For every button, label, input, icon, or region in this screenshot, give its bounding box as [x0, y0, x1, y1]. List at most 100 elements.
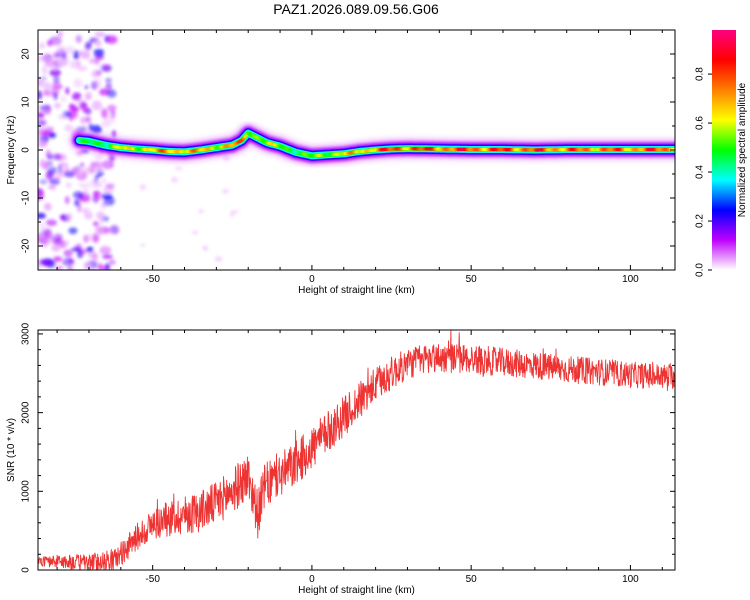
noise-blob — [38, 262, 42, 269]
noise-blob — [39, 42, 46, 50]
noise-blob — [99, 217, 104, 225]
noise-blob — [80, 116, 86, 125]
noise-blob — [101, 108, 108, 119]
noise-blob — [60, 162, 69, 167]
snr-x-tick-label: 100 — [622, 574, 639, 585]
spectrogram-ridge — [68, 122, 675, 167]
noise-blob — [53, 233, 63, 241]
snr-series-line — [38, 330, 675, 570]
noise-blob — [68, 227, 78, 235]
noise-blob — [39, 159, 46, 168]
noise-blob — [79, 162, 85, 168]
noise-blob — [229, 210, 235, 217]
noise-blob — [102, 160, 111, 170]
noise-blob — [38, 212, 46, 219]
noise-blob — [72, 92, 82, 101]
noise-blob — [86, 246, 94, 253]
spectrogram-plot-area — [38, 30, 675, 270]
noise-blob — [45, 219, 58, 226]
noise-blob — [62, 257, 74, 267]
noise-blob — [214, 256, 223, 263]
colorbar: 0.0 0.2 0.4 0.6 0.8 Normalized spectral ampli… — [695, 30, 748, 277]
noise-blob — [88, 123, 94, 132]
ridge-core — [77, 131, 675, 158]
noise-blob — [39, 106, 51, 113]
noise-blob — [75, 35, 82, 44]
colorbar-tick-label: 0.2 — [695, 214, 706, 228]
noise-blob — [38, 111, 45, 119]
noise-blob — [53, 256, 63, 262]
snr-frame — [37, 329, 676, 571]
colorbar-label: Normalized spectral amplitude — [737, 82, 748, 217]
noise-blob — [105, 114, 116, 125]
noise-blob — [89, 164, 95, 174]
noise-blob — [203, 247, 209, 251]
snr-y-tick-label: 2000 — [21, 401, 32, 424]
noise-blob — [84, 116, 92, 123]
noise-blob — [93, 48, 105, 57]
snr-y-axis-label: SNR (10 * v/v) — [6, 418, 17, 482]
noise-blob — [99, 245, 112, 255]
spectrogram-y-tick-label: 10 — [21, 96, 32, 108]
noise-blob — [62, 110, 72, 118]
noise-blob — [107, 104, 117, 112]
noise-blob — [52, 39, 61, 45]
noise-blob — [44, 126, 55, 132]
noise-blob — [171, 176, 178, 183]
noise-blob — [39, 179, 48, 185]
noise-blob — [39, 258, 51, 267]
noise-blob — [139, 184, 147, 191]
spectrogram-x-tick-label: 50 — [466, 274, 478, 285]
noise-blob — [93, 221, 99, 227]
snr-x-axis-label: Height of straight line (km) — [298, 585, 415, 596]
snr-y-tick-label: 3000 — [21, 322, 32, 345]
noise-blob — [86, 233, 94, 243]
noise-blob — [53, 75, 60, 84]
snr-x-tick-label: 50 — [466, 574, 478, 585]
noise-blob — [88, 179, 99, 189]
noise-blob — [94, 190, 99, 198]
noise-blob — [49, 132, 57, 139]
noise-blob — [41, 64, 47, 75]
noise-blob — [94, 39, 102, 47]
noise-blob — [82, 106, 90, 114]
noise-blob — [50, 64, 59, 71]
noise-blob — [101, 178, 107, 184]
noise-blob — [39, 119, 48, 127]
noise-blob — [174, 166, 183, 171]
noise-blob — [78, 197, 91, 203]
noise-blob — [53, 175, 61, 181]
spectrogram-y-tick-label: 20 — [21, 48, 32, 60]
noise-blob — [69, 60, 80, 69]
chart-title: PAZ1.2026.089.09.56.G06 — [273, 1, 439, 17]
noise-blob — [59, 215, 65, 220]
noise-blob — [43, 90, 50, 97]
noise-blob — [40, 76, 47, 81]
noise-blob — [67, 265, 74, 270]
noise-blob — [101, 193, 113, 200]
noise-blob — [73, 50, 80, 60]
noise-blob — [88, 58, 97, 64]
snr-x-tick-label: 0 — [309, 574, 315, 585]
noise-blob — [85, 91, 92, 101]
colorbar-tick-label: 0.6 — [695, 116, 706, 130]
noise-blob — [84, 211, 94, 220]
noise-blob — [38, 238, 47, 244]
noise-blob — [93, 78, 102, 89]
noise-blob — [102, 254, 113, 260]
noise-blob — [198, 209, 204, 214]
noise-blob — [84, 85, 89, 90]
snr-y-tick-label: 0 — [21, 567, 32, 573]
noise-blob — [95, 226, 104, 236]
noise-blob — [47, 166, 57, 175]
noise-blob — [49, 69, 61, 77]
noise-blob — [140, 243, 146, 248]
noise-blob — [44, 228, 53, 239]
noise-blob — [105, 77, 112, 84]
noise-blob — [46, 161, 53, 166]
noise-blob — [71, 106, 80, 113]
snr-x-tick-label: -50 — [145, 574, 160, 585]
spectrogram-x-tick-label: 100 — [622, 274, 639, 285]
noise-blob — [56, 46, 66, 54]
